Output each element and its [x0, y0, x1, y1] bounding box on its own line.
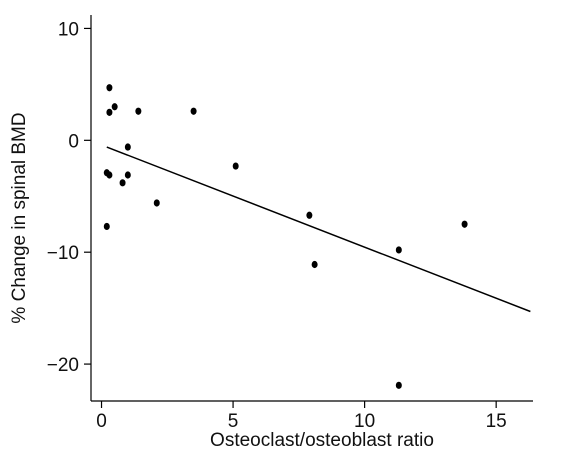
data-point: [106, 171, 113, 179]
data-point: [395, 246, 402, 254]
x-tick-label: 15: [486, 411, 507, 432]
x-tick-label: 5: [228, 411, 239, 432]
y-tick-label: 0: [68, 131, 79, 152]
data-point: [461, 220, 468, 228]
y-tick-label: −20: [47, 355, 79, 376]
x-tick-label: 10: [354, 411, 375, 432]
x-tick-label: 0: [96, 411, 107, 432]
data-point: [124, 171, 131, 179]
data-point: [119, 179, 126, 187]
data-point: [311, 260, 318, 269]
data-point: [111, 103, 118, 111]
data-point: [124, 143, 131, 151]
data-point: [232, 162, 239, 170]
data-point: [190, 107, 197, 115]
x-axis-title: Osteoclast/osteoblast ratio: [210, 430, 434, 451]
data-point: [106, 108, 113, 116]
x-axis-ticks: 0 5 10 15: [96, 401, 507, 432]
data-point: [153, 199, 160, 207]
data-point: [103, 222, 110, 231]
data-point: [306, 211, 313, 219]
data-points: [103, 84, 468, 389]
data-point: [106, 84, 113, 92]
y-tick-label: 10: [58, 19, 79, 40]
regression-line: [106, 146, 531, 313]
data-point: [135, 107, 142, 115]
y-axis-ticks: 10 0 −10 −20: [47, 19, 91, 376]
y-tick-label: −10: [47, 243, 79, 264]
data-point: [395, 381, 402, 389]
y-axis-title: % Change in spinal BMD: [9, 112, 30, 323]
